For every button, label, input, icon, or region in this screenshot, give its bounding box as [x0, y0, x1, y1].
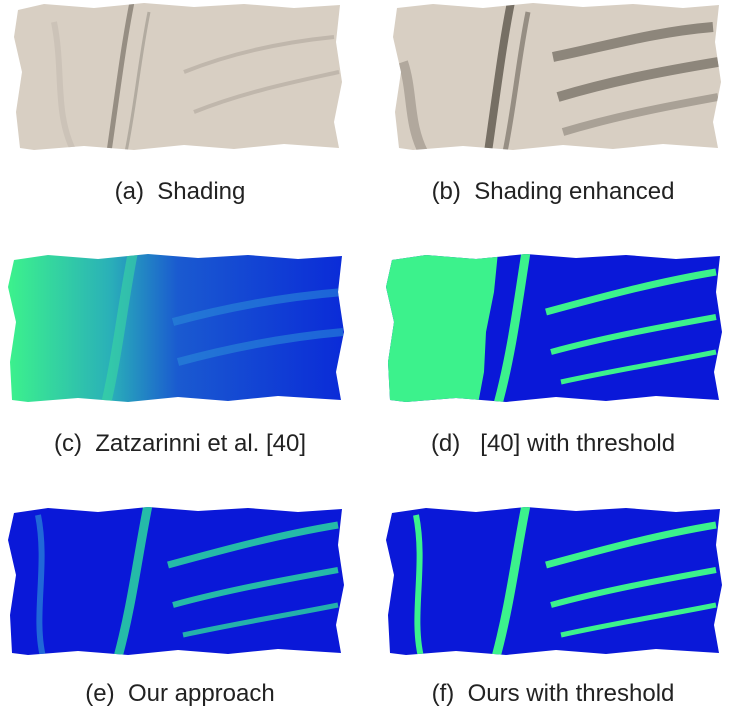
caption-b: (b) Shading enhanced — [431, 178, 675, 205]
panel-f-thresholded-heatmap-image — [386, 505, 726, 657]
panel-b-shading-enhanced-image — [393, 2, 723, 152]
panel-d-thresholded-heatmap-image — [386, 252, 726, 404]
caption-c: (c) Zatzarinni et al. [40] — [53, 430, 307, 457]
caption-e: (e) Our approach — [85, 680, 275, 707]
caption-d: (d) [40] with threshold — [430, 430, 676, 457]
shading-enhanced-surface — [393, 3, 721, 150]
panel-c-heatmap-image — [8, 252, 348, 404]
panel-a-shading-image — [14, 2, 344, 152]
shading-surface — [14, 3, 342, 150]
heatmap-surface — [8, 507, 344, 655]
caption-a: (a) Shading — [114, 178, 246, 205]
heatmap-surface — [8, 254, 344, 402]
caption-f: (f) Ours with threshold — [431, 680, 675, 707]
panel-e-heatmap-image — [8, 505, 348, 657]
threshold-background — [386, 507, 722, 655]
